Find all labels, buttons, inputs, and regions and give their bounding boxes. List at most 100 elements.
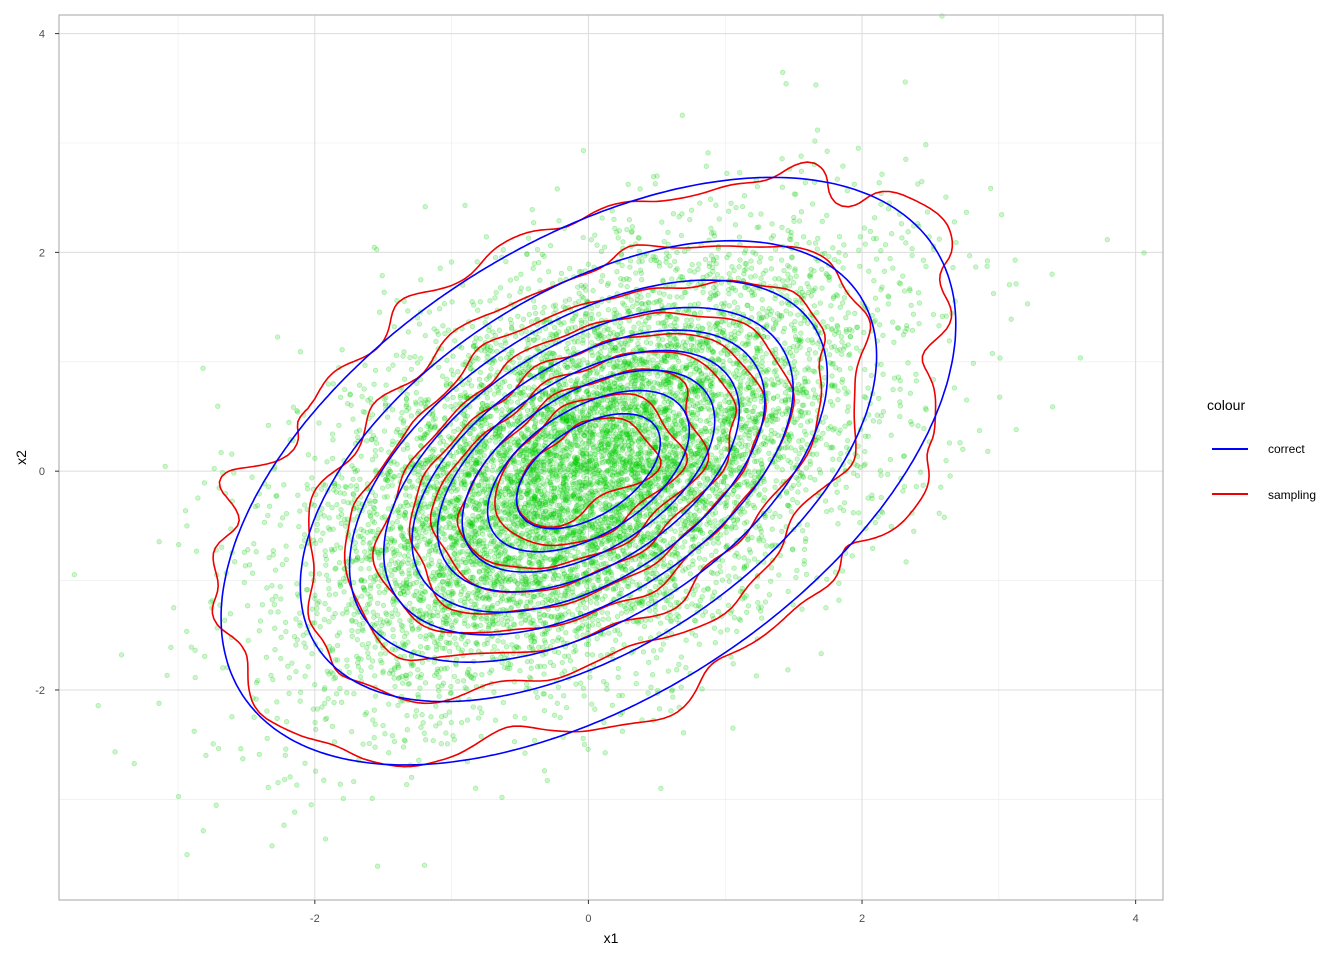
data-point bbox=[618, 586, 625, 593]
scatter-points bbox=[71, 13, 1147, 869]
data-point bbox=[792, 447, 798, 453]
data-point bbox=[779, 156, 785, 162]
data-point bbox=[385, 483, 391, 489]
data-point bbox=[578, 317, 584, 324]
data-point bbox=[450, 733, 456, 739]
data-point bbox=[617, 319, 624, 326]
data-point bbox=[773, 367, 779, 373]
data-point bbox=[710, 540, 717, 546]
data-point bbox=[667, 263, 673, 269]
data-point bbox=[344, 657, 350, 663]
data-point bbox=[476, 376, 483, 383]
data-point bbox=[652, 181, 658, 187]
data-point bbox=[408, 413, 415, 419]
data-point bbox=[709, 552, 715, 558]
data-point bbox=[819, 285, 825, 291]
data-point bbox=[405, 308, 411, 314]
data-point bbox=[361, 386, 367, 392]
data-point bbox=[688, 335, 694, 341]
data-point bbox=[452, 635, 458, 641]
data-point bbox=[255, 678, 261, 684]
data-point bbox=[593, 600, 600, 606]
data-point bbox=[495, 600, 501, 607]
data-point bbox=[499, 794, 505, 801]
data-point bbox=[844, 408, 851, 414]
data-point bbox=[853, 345, 860, 351]
data-point bbox=[841, 507, 847, 514]
data-point bbox=[702, 256, 709, 263]
data-point bbox=[342, 578, 348, 584]
data-point bbox=[315, 515, 321, 521]
data-point bbox=[736, 264, 742, 270]
data-point bbox=[804, 522, 810, 528]
data-point bbox=[713, 579, 719, 586]
data-point bbox=[759, 615, 765, 621]
data-point bbox=[807, 274, 814, 280]
data-point bbox=[565, 349, 571, 355]
data-point bbox=[287, 774, 293, 780]
data-point bbox=[400, 680, 406, 686]
data-point bbox=[249, 570, 256, 576]
data-point bbox=[441, 301, 448, 307]
data-point bbox=[984, 258, 991, 264]
data-point bbox=[650, 648, 657, 654]
data-point bbox=[580, 685, 587, 691]
data-point bbox=[513, 333, 519, 339]
data-point bbox=[464, 592, 471, 599]
data-point bbox=[768, 565, 775, 571]
data-point bbox=[688, 544, 695, 550]
data-point bbox=[507, 316, 514, 323]
data-point bbox=[793, 574, 799, 581]
data-point bbox=[606, 326, 612, 332]
data-point bbox=[508, 604, 515, 611]
data-point bbox=[817, 300, 823, 306]
data-point bbox=[748, 274, 754, 280]
data-point bbox=[457, 392, 464, 399]
data-point bbox=[441, 666, 448, 672]
data-point bbox=[762, 487, 768, 493]
data-point bbox=[879, 171, 885, 177]
data-point bbox=[573, 681, 579, 687]
data-point bbox=[470, 704, 476, 710]
data-point bbox=[752, 468, 758, 474]
data-point bbox=[717, 401, 723, 407]
data-point bbox=[558, 270, 565, 277]
data-point bbox=[761, 434, 768, 440]
data-point bbox=[538, 419, 544, 425]
data-point bbox=[679, 112, 685, 118]
data-point bbox=[380, 485, 386, 491]
data-point bbox=[915, 423, 921, 429]
data-point bbox=[684, 317, 690, 323]
data-point bbox=[547, 242, 554, 249]
data-point bbox=[418, 355, 424, 361]
data-point bbox=[314, 600, 321, 606]
data-point bbox=[854, 324, 860, 330]
data-point bbox=[293, 642, 299, 648]
data-point bbox=[920, 482, 926, 488]
data-point bbox=[314, 706, 321, 712]
data-point bbox=[707, 326, 713, 332]
data-point bbox=[201, 480, 208, 486]
data-point bbox=[783, 308, 789, 314]
data-point bbox=[336, 422, 342, 429]
data-point bbox=[936, 236, 942, 242]
data-point bbox=[321, 616, 328, 623]
data-point bbox=[469, 323, 476, 330]
data-point bbox=[570, 592, 576, 598]
data-point bbox=[541, 487, 548, 494]
data-point bbox=[349, 463, 355, 469]
data-point bbox=[841, 500, 848, 506]
data-point bbox=[416, 625, 423, 631]
data-point bbox=[897, 413, 903, 420]
data-point bbox=[530, 298, 537, 304]
data-point bbox=[389, 407, 396, 413]
data-point bbox=[340, 611, 346, 617]
data-point bbox=[802, 179, 808, 186]
data-point bbox=[369, 412, 376, 418]
data-point bbox=[574, 471, 580, 478]
data-point bbox=[451, 673, 458, 680]
data-point bbox=[422, 519, 429, 525]
data-point bbox=[608, 495, 615, 502]
data-point bbox=[302, 673, 308, 679]
